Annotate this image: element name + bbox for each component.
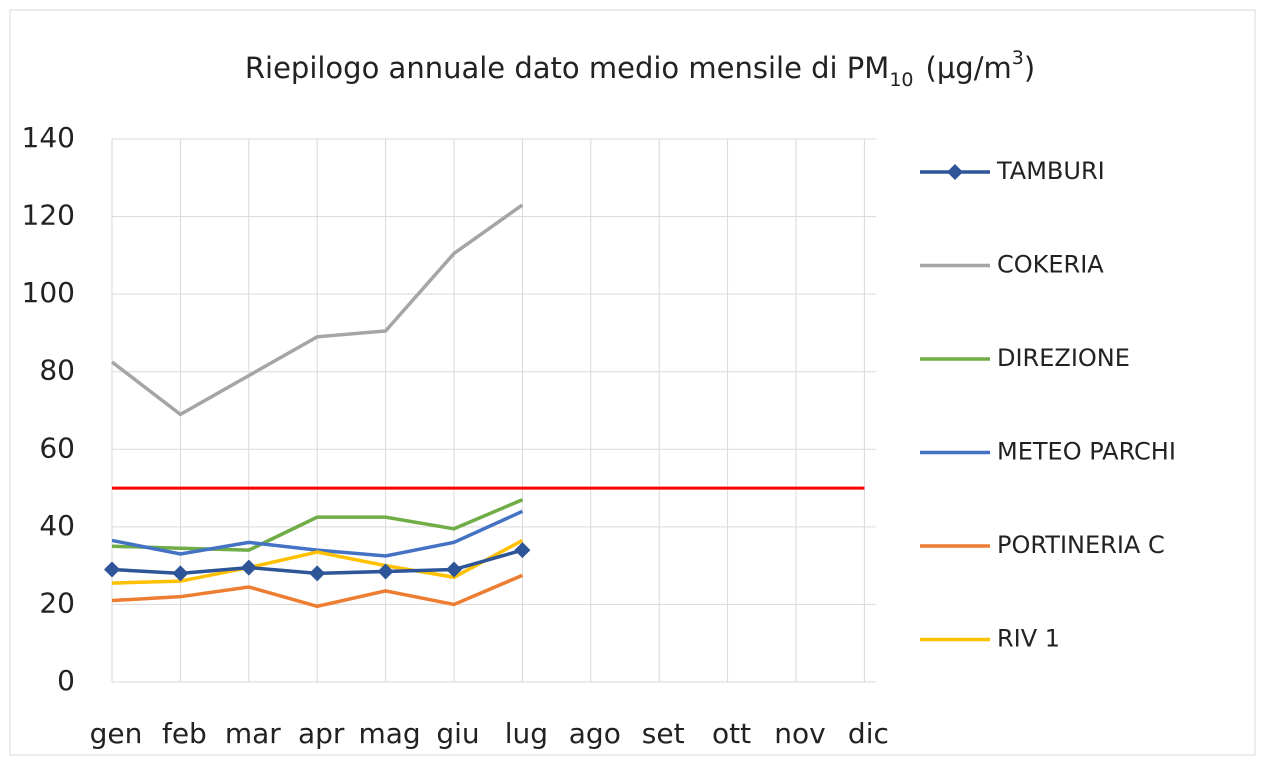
y-tick-label: 20 xyxy=(39,586,75,619)
x-tick-label: nov xyxy=(774,717,825,750)
y-tick-label: 40 xyxy=(39,509,75,542)
x-tick-label: mag xyxy=(358,717,420,750)
series-line xyxy=(110,203,524,417)
x-tick-label: ott xyxy=(712,717,751,750)
point-marker xyxy=(309,565,326,582)
title-close: ) xyxy=(1024,51,1035,85)
point-marker xyxy=(104,561,120,578)
chart-frame xyxy=(9,9,1256,756)
title-sub: 10 xyxy=(889,69,913,91)
point-marker xyxy=(240,559,257,576)
legend-label: PORTINERIA C xyxy=(997,531,1165,559)
legend-marker xyxy=(947,164,963,180)
chart-title: Riepilogo annuale dato medio mensile di … xyxy=(245,47,1035,91)
y-tick-label: 60 xyxy=(39,431,75,464)
x-tick-label: mar xyxy=(225,717,281,750)
title-unit: (µg/m xyxy=(926,51,1012,85)
x-tick-label: lug xyxy=(505,717,548,750)
point-marker xyxy=(446,561,462,578)
point-marker xyxy=(172,565,189,582)
x-tick-label: ago xyxy=(569,717,621,750)
x-tick-label: feb xyxy=(162,717,207,750)
legend-label: COKERIA xyxy=(997,251,1104,279)
series-line xyxy=(111,498,524,552)
legend-label: TAMBURI xyxy=(996,157,1105,185)
y-tick-label: 140 xyxy=(22,121,75,154)
point-marker xyxy=(514,542,531,559)
series-line xyxy=(111,573,524,609)
y-tick-label: 0 xyxy=(57,664,75,697)
y-tick-label: 80 xyxy=(39,354,75,387)
x-tick-label: apr xyxy=(298,717,345,750)
series-line xyxy=(111,509,524,558)
title-sup: 3 xyxy=(1012,47,1024,69)
legend-label: RIV 1 xyxy=(997,625,1060,653)
x-tick-label: dic xyxy=(848,717,889,750)
x-tick-label: gen xyxy=(90,717,143,750)
legend-label: DIREZIONE xyxy=(997,344,1130,372)
legend-label: METEO PARCHI xyxy=(997,438,1176,466)
title-main: Riepilogo annuale dato medio mensile di … xyxy=(245,51,889,85)
y-tick-label: 100 xyxy=(22,276,75,309)
point-marker xyxy=(377,563,394,580)
y-tick-label: 120 xyxy=(22,199,75,232)
x-tick-label: giu xyxy=(436,717,479,750)
x-tick-label: set xyxy=(642,717,685,750)
